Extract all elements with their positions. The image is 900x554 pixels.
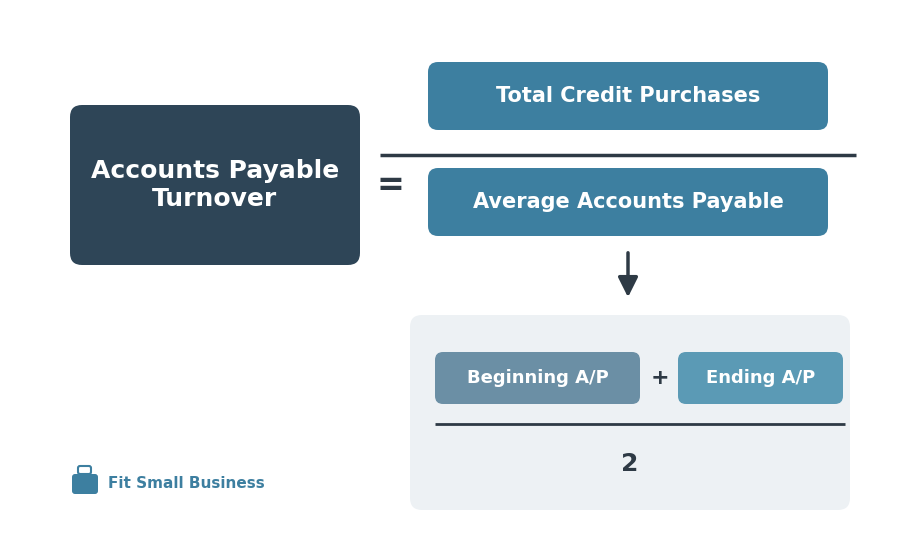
Text: Ending A/P: Ending A/P — [706, 369, 815, 387]
Text: Average Accounts Payable: Average Accounts Payable — [472, 192, 783, 212]
FancyBboxPatch shape — [678, 352, 843, 404]
FancyBboxPatch shape — [78, 466, 91, 474]
Text: Fit Small Business: Fit Small Business — [108, 476, 265, 491]
Text: +: + — [651, 368, 670, 388]
Text: Accounts Payable
Turnover: Accounts Payable Turnover — [91, 159, 339, 211]
FancyBboxPatch shape — [428, 168, 828, 236]
FancyBboxPatch shape — [70, 105, 360, 265]
Text: =: = — [376, 168, 404, 202]
Text: Total Credit Purchases: Total Credit Purchases — [496, 86, 760, 106]
FancyBboxPatch shape — [72, 474, 98, 494]
FancyBboxPatch shape — [435, 352, 640, 404]
Text: 2: 2 — [621, 452, 639, 476]
FancyBboxPatch shape — [428, 62, 828, 130]
FancyBboxPatch shape — [410, 315, 850, 510]
Text: Beginning A/P: Beginning A/P — [466, 369, 608, 387]
